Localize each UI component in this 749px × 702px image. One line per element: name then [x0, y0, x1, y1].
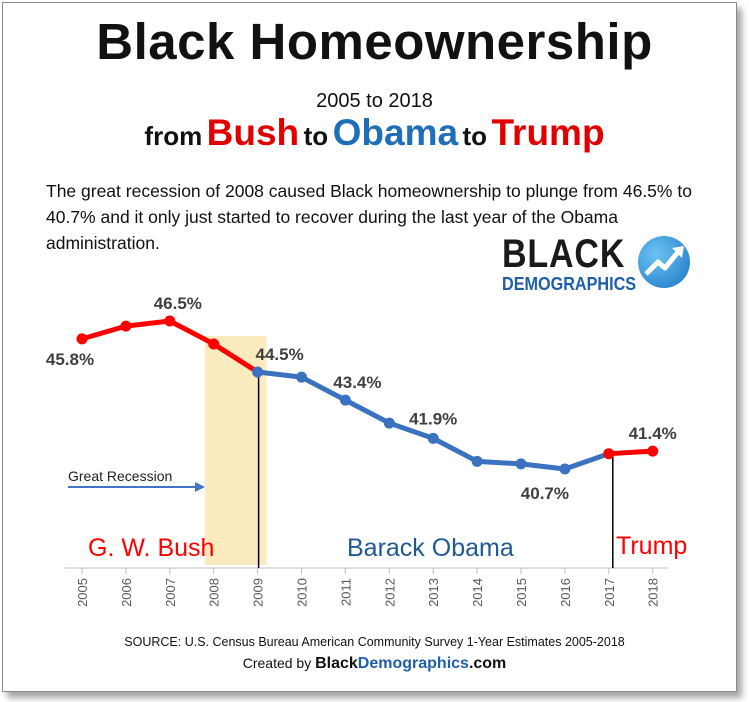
x-tick-label: 2011: [338, 578, 353, 606]
x-tick-label: 2006: [119, 578, 134, 607]
data-point: [383, 417, 395, 429]
x-tick-label: 2014: [470, 578, 485, 607]
black-demographics-logo: BLACK DEMOGRAPHICS: [500, 232, 700, 302]
site-name-part-3: .com: [468, 655, 507, 672]
x-tick-label: 2010: [295, 578, 310, 607]
data-label: 41.9%: [409, 409, 457, 428]
x-tick-label: 2015: [514, 578, 529, 607]
x-tick-label: 2009: [251, 578, 266, 607]
data-point: [471, 455, 483, 467]
subtitle-obama: Obama: [332, 112, 459, 153]
x-tick-label: 2013: [426, 578, 441, 607]
great-recession-arrowhead: [195, 482, 205, 492]
x-tick-label: 2016: [558, 578, 573, 607]
subtitle-to-2: to: [462, 121, 488, 151]
data-label: 43.4%: [333, 373, 381, 392]
data-label: 41.4%: [629, 424, 677, 443]
subtitle-bush: Bush: [206, 112, 300, 153]
president-label-trump: Trump: [616, 532, 687, 560]
data-label: 44.5%: [255, 345, 303, 364]
data-label: 40.7%: [521, 484, 569, 503]
data-point: [427, 432, 439, 444]
series-line-3: [608, 448, 653, 457]
x-tick-label: 2018: [646, 578, 661, 607]
site-name-part-1: Black: [315, 655, 358, 672]
x-tick-label: 2007: [163, 578, 178, 607]
page-title: Black Homeownership: [96, 13, 653, 70]
data-point: [647, 445, 659, 457]
subtitle: from Bush to Obama to Trump: [0, 112, 749, 154]
data-point: [296, 371, 307, 383]
data-point: [252, 366, 264, 378]
infographic-frame: [2, 2, 737, 692]
subtitle-to-1: to: [303, 121, 329, 151]
president-label-bush: G. W. Bush: [88, 534, 214, 562]
data-point: [164, 315, 176, 327]
logo-line-2: DEMOGRAPHICS: [502, 274, 637, 294]
x-tick-label: 2008: [207, 578, 222, 607]
x-tick-label: 2012: [382, 578, 397, 607]
data-point: [339, 394, 351, 406]
data-point: [603, 448, 615, 460]
created-prefix: Created by: [242, 655, 316, 671]
created-by: Created by BlackDemographics.com: [0, 655, 749, 673]
x-tick-label: 2017: [602, 578, 617, 607]
x-tick-label: 2005: [75, 578, 90, 607]
data-point: [559, 463, 571, 475]
homeownership-chart: 2005 2006 2007 2008 2009 2010 2011 2012 2013 2014…: [46, 294, 687, 607]
logo-circle: [638, 236, 690, 288]
logo-line-1: BLACK: [502, 232, 626, 276]
site-name-part-2: Demographics: [357, 655, 469, 672]
great-recession-label: Great Recession: [68, 468, 172, 484]
rising-arrow-icon: [644, 246, 684, 276]
data-label: 45.8%: [46, 350, 94, 369]
data-point: [76, 333, 88, 345]
data-point: [120, 320, 132, 332]
data-label: 46.5%: [154, 294, 202, 313]
president-label-obama: Barack Obama: [347, 534, 514, 562]
subtitle-from: from: [144, 121, 203, 151]
subtitle-trump: Trump: [491, 112, 605, 153]
data-point: [208, 338, 220, 350]
data-point: [515, 458, 527, 470]
source-note: SOURCE: U.S. Census Bureau American Comm…: [124, 635, 625, 649]
description: The great recession of 2008 caused Black…: [46, 181, 692, 253]
year-range: 2005 to 2018: [316, 90, 433, 112]
